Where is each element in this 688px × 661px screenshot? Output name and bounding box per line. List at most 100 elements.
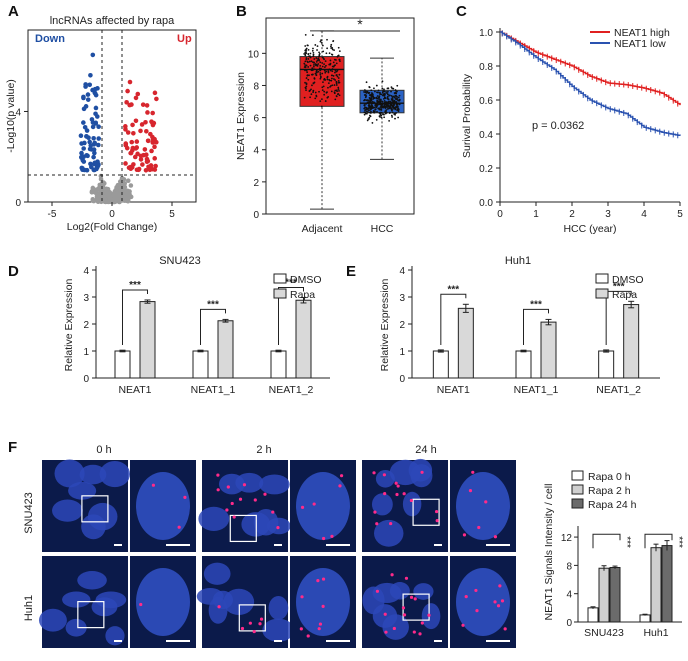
legend-swatch <box>273 288 287 299</box>
box-jitter-point <box>365 108 367 111</box>
neat1-signal-dot <box>330 534 334 538</box>
box-jitter-point <box>333 84 336 86</box>
box-plot <box>299 30 405 210</box>
box-jitter-point <box>316 59 319 62</box>
box-jitter-point <box>365 81 368 84</box>
box-jitter-point <box>327 86 329 89</box>
box-jitter-point <box>331 70 334 73</box>
volcano-point-down <box>81 106 87 112</box>
box-jitter-point <box>331 48 334 51</box>
box-jitter-point <box>305 83 308 86</box>
volcano-point-down <box>93 105 99 111</box>
neat1-signal-dot <box>306 634 310 638</box>
box-jitter-point <box>389 107 391 109</box>
neat1-signal-dot <box>373 510 377 514</box>
row-label-huh1: Huh1 <box>23 595 35 621</box>
box-jitter-point <box>386 87 389 90</box>
panel-a-xlabel: Log2(Fold Change) <box>67 221 157 233</box>
neat1-signal-dot <box>498 584 502 588</box>
volcano-point-up <box>135 151 140 157</box>
box-jitter-point <box>393 99 396 102</box>
box-jitter-point <box>321 72 324 75</box>
neat1-signal-dot <box>382 473 386 477</box>
box-jitter-point <box>313 64 315 66</box>
y-tick-label: 12 <box>561 533 573 544</box>
category-label: NEAT1_2 <box>269 384 314 396</box>
box-jitter-point <box>321 62 324 64</box>
box-jitter-point <box>371 122 374 124</box>
box-jitter-point <box>321 86 324 89</box>
zoom-region-box <box>238 604 266 632</box>
box-jitter-point <box>378 100 381 103</box>
category-label: NEAT1_1 <box>514 384 559 396</box>
volcano-point-down <box>83 84 88 89</box>
y-tick-label: 2 <box>83 320 89 331</box>
neat1-signal-dot <box>216 473 220 477</box>
box-jitter-point <box>313 58 316 60</box>
box-jitter-point <box>394 89 397 92</box>
panel-b-frame <box>265 17 415 215</box>
box-jitter-point <box>309 55 311 58</box>
box-jitter-point <box>309 64 312 67</box>
neat1-signal-dot <box>242 483 247 487</box>
neat1-signal-dot <box>316 579 320 583</box>
box-jitter-point <box>329 69 332 72</box>
box-jitter-point <box>311 67 314 70</box>
panel-e-letter: E <box>346 263 356 280</box>
neat1-signal-dot <box>475 609 479 613</box>
box-jitter-point <box>384 97 387 100</box>
x-tick-label: 2 <box>569 209 575 220</box>
box-jitter-point <box>378 107 380 110</box>
box-jitter-point <box>315 70 318 73</box>
neat1-signal-dot <box>468 488 473 493</box>
box-jitter-point <box>375 106 377 109</box>
box-jitter-point <box>325 64 327 67</box>
box-jitter-point <box>385 103 388 106</box>
significance-label: *** <box>621 536 632 548</box>
neat1-signal-dot <box>420 621 424 625</box>
y-tick-label: 4 <box>15 107 21 118</box>
box-jitter-point <box>338 73 341 76</box>
zoom-region-box <box>412 498 440 526</box>
box-jitter-point <box>363 91 365 93</box>
box-jitter-point <box>395 112 398 114</box>
volcano-point-down <box>95 164 100 170</box>
box-jitter-point <box>383 92 386 95</box>
box-jitter-point <box>315 94 318 97</box>
volcano-point-down <box>88 161 93 167</box>
bar-rapa <box>661 545 673 623</box>
box-jitter-point <box>306 60 309 63</box>
box-jitter-point <box>375 84 378 87</box>
box-jitter-point <box>308 89 311 92</box>
category-label: SNU423 <box>584 627 624 639</box>
box-jitter-point <box>373 101 376 104</box>
box-jitter-point <box>320 98 323 101</box>
box-jitter-point <box>306 44 309 47</box>
box-jitter-point <box>379 98 382 101</box>
volcano-point-up <box>154 96 159 102</box>
y-tick-label: 2 <box>253 178 259 189</box>
volcano-point-up <box>123 141 129 146</box>
legend-label: Rapa 0 h <box>588 471 631 483</box>
box-jitter-point <box>318 67 321 70</box>
panel-f-ylabel: NEAT1 Signals Intensity / cell <box>543 484 555 621</box>
box-jitter-point <box>378 96 381 99</box>
y-tick-label: 0.2 <box>479 164 493 175</box>
box-jitter-point <box>304 45 307 47</box>
box-jitter-point <box>304 49 307 52</box>
box-jitter-point <box>330 43 333 46</box>
significance-label: *** <box>129 280 141 291</box>
volcano-point-up <box>145 138 151 144</box>
neat1-signal-dot <box>338 484 342 488</box>
box-jitter-point <box>337 80 340 82</box>
neat1-signal-dot <box>372 471 376 475</box>
neat1-signal-dot <box>321 604 325 608</box>
box-jitter-point <box>370 89 373 92</box>
box-jitter-point <box>322 81 324 84</box>
box-jitter-point <box>307 48 310 51</box>
bar-rapa <box>587 607 599 623</box>
volcano-point-ns <box>97 192 102 197</box>
box-jitter-point <box>368 86 371 88</box>
box-jitter-point <box>376 91 378 94</box>
legend-swatch <box>571 498 584 509</box>
